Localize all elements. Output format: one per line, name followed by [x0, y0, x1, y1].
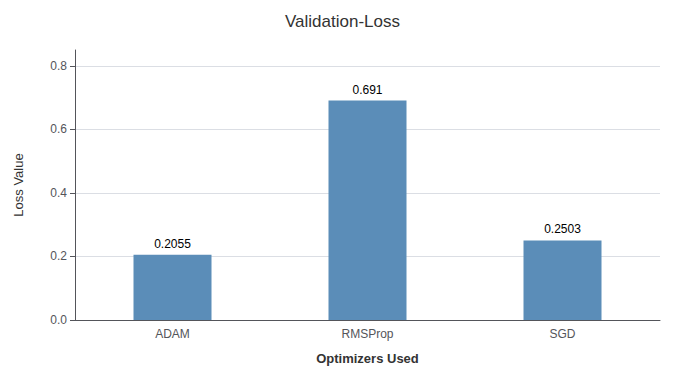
svg-text:Validation-Loss: Validation-Loss	[285, 12, 400, 31]
svg-text:0.2: 0.2	[50, 249, 67, 263]
svg-text:Optimizers Used: Optimizers Used	[316, 351, 419, 366]
svg-text:0.6: 0.6	[50, 122, 67, 136]
svg-text:0.2503: 0.2503	[544, 222, 581, 236]
svg-text:0.8: 0.8	[50, 59, 67, 73]
svg-text:RMSProp: RMSProp	[341, 327, 393, 341]
svg-text:0.2055: 0.2055	[154, 237, 191, 251]
svg-text:0.4: 0.4	[50, 186, 67, 200]
svg-text:0.691: 0.691	[352, 83, 382, 97]
svg-text:0.0: 0.0	[50, 313, 67, 327]
svg-text:Loss Value: Loss Value	[11, 153, 26, 216]
svg-text:SGD: SGD	[549, 327, 575, 341]
svg-text:ADAM: ADAM	[155, 327, 190, 341]
